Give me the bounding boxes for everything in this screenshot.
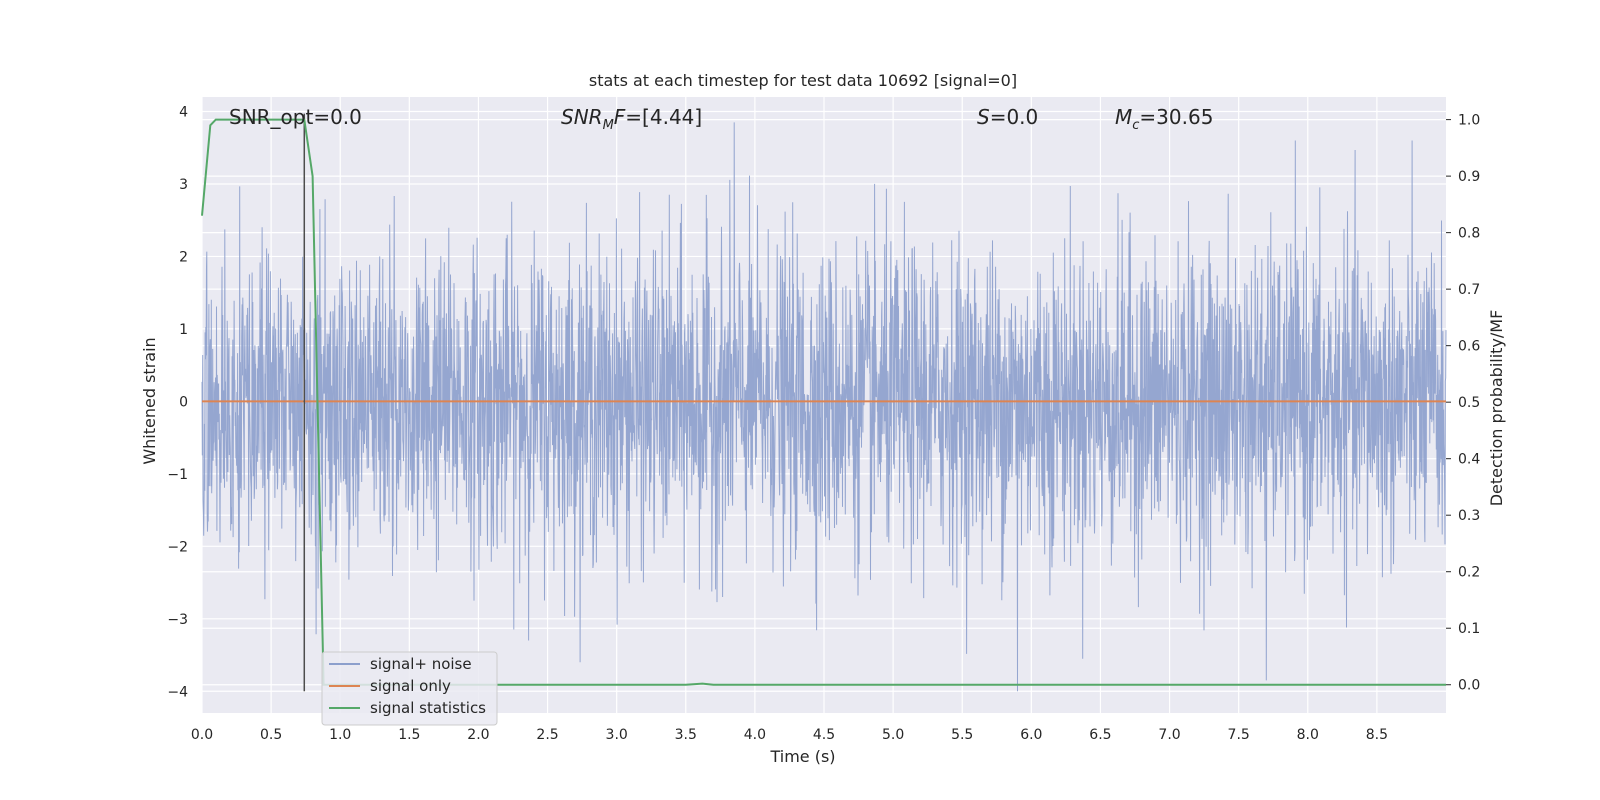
x-tick-label: 7.0 [1158,727,1180,743]
left-y-tick-label: 1 [179,322,188,338]
x-tick-label: 7.5 [1228,727,1250,743]
series-signal-statistics [201,118,1446,686]
legend: signal+ noise signal only signal statist… [321,651,498,726]
noise-trace [201,122,1447,692]
x-tick-label: 3.5 [675,727,697,743]
chart-title: stats at each timestep for test data 106… [589,71,1017,90]
annotation-snr-mf: SNRMF=[4.44] [561,105,702,133]
x-tick-label: 4.5 [813,727,835,743]
x-tick-label: 1.5 [398,727,420,743]
right-y-tick-label: 0.0 [1458,678,1480,694]
right-y-tick-label: 0.8 [1458,226,1480,242]
left-y-axis-label: Whitened strain [140,337,159,464]
left-y-tick-label: −3 [167,612,188,628]
left-y-tick-label: −4 [167,684,188,700]
x-tick-label: 5.0 [882,727,904,743]
right-y-tick-label: 0.4 [1458,452,1480,468]
left-y-tick-label: −1 [167,467,188,483]
right-y-tick-label: 0.3 [1458,508,1480,524]
right-y-tick-label: 0.6 [1458,339,1480,355]
x-axis: 0.0 0.5 1.0 1.5 2.0 2.5 3.0 3.5 4.0 4.5 5.0 5.5 6.0 6… [191,727,1388,743]
x-tick-label: 5.5 [951,727,973,743]
series-signal-plus-noise [201,122,1447,692]
right-y-tick-label: 0.5 [1458,395,1480,411]
right-y-tick-label: 0.7 [1458,282,1480,298]
legend-box [321,651,498,726]
x-tick-label: 6.0 [1020,727,1042,743]
x-tick-label: 4.0 [744,727,766,743]
right-y-tick-label: 0.1 [1458,621,1480,637]
annotation-s: S=0.0 [977,105,1038,129]
left-y-tick-label: 4 [179,104,188,120]
legend-label-noise: signal+ noise [370,655,472,673]
annotation-snr-opt: SNR_opt=0.0 [229,105,362,129]
right-y-tick-label: 0.9 [1458,169,1480,185]
x-tick-label: 3.0 [606,727,628,743]
x-tick-label: 2.5 [536,727,558,743]
left-y-tick-label: −2 [167,539,188,555]
left-y-tick-label: 2 [179,249,188,265]
right-y-tick-label: 0.2 [1458,565,1480,581]
x-tick-label: 6.5 [1089,727,1111,743]
annotation-mc: Mc=30.65 [1115,105,1213,133]
x-tick-label: 0.5 [260,727,282,743]
left-y-tick-label: 3 [179,177,188,193]
annotations: SNR_opt=0.0 SNRMF=[4.44] S=0.0 Mc=30.65 [229,105,1213,133]
legend-label-signal-only: signal only [370,677,451,695]
x-tick-label: 2.0 [467,727,489,743]
left-y-tick-label: 0 [179,394,188,410]
right-y-axis-label: Detection probability/MF [1487,310,1506,507]
x-tick-label: 1.0 [329,727,351,743]
x-axis-label: Time (s) [769,747,835,766]
x-tick-label: 0.0 [191,727,213,743]
x-tick-label: 8.0 [1297,727,1319,743]
right-y-tick-label: 1.0 [1458,113,1480,129]
x-tick-label: 8.5 [1366,727,1388,743]
right-y-axis: 1.0 0.9 0.8 0.7 0.6 0.5 0.4 0.3 0.2 0.1 0.0 [1446,113,1480,694]
legend-label-statistics: signal statistics [370,699,486,717]
left-y-axis: 4 3 2 1 0 −1 −2 −3 −4 [167,104,188,700]
